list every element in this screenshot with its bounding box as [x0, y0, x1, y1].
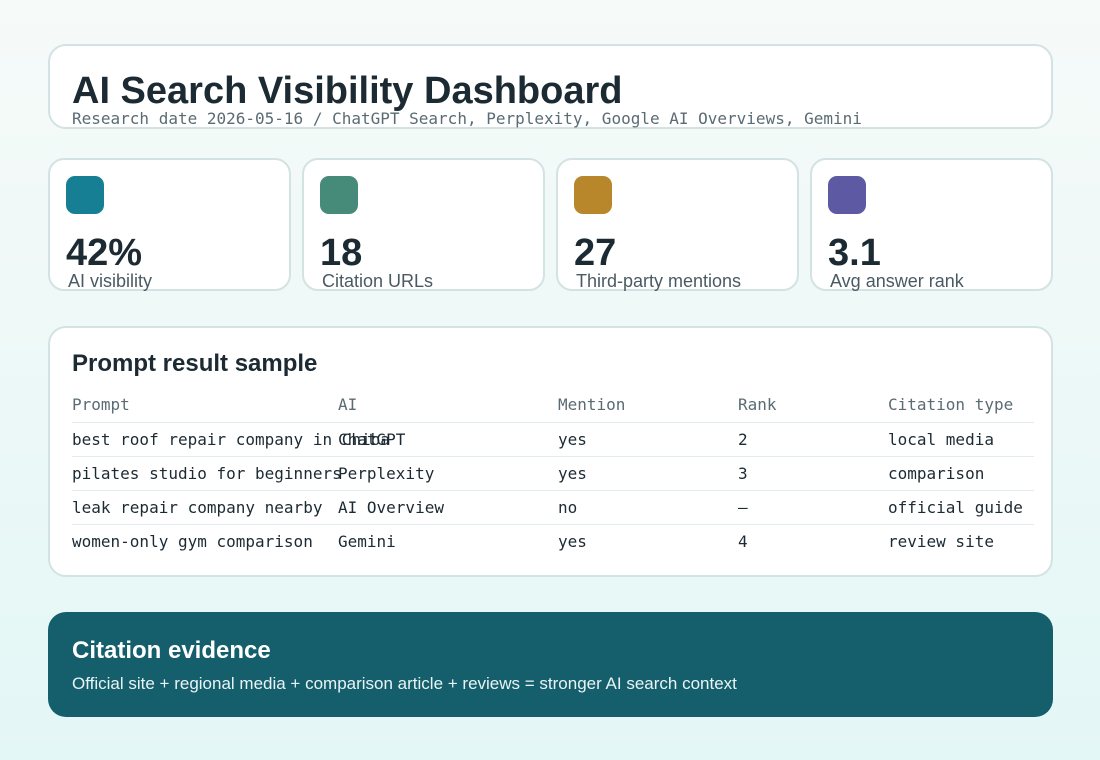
column-header-prompt: Prompt: [72, 395, 130, 414]
cell-citation-type: local media: [888, 430, 994, 449]
kpi-value: 18: [320, 232, 363, 274]
cell-rank: 4: [738, 532, 748, 551]
cell-citation-type: comparison: [888, 464, 985, 483]
table-row: best roof repair company in Chiba ChatGP…: [72, 423, 1034, 457]
cell-prompt: pilates studio for beginners: [72, 464, 342, 483]
header-card: AI Search Visibility Dashboard Research …: [48, 44, 1053, 129]
table-row: women-only gym comparison Gemini yes 4 r…: [72, 525, 1034, 559]
kpi-swatch-icon: [574, 176, 612, 214]
kpi-card-avg-answer-rank: 3.1 Avg answer rank: [810, 158, 1053, 291]
cell-rank: —: [738, 498, 748, 517]
cell-mention: yes: [558, 430, 587, 449]
kpi-label: Avg answer rank: [830, 271, 964, 291]
cell-prompt: women-only gym comparison: [72, 532, 313, 551]
cell-mention: yes: [558, 464, 587, 483]
page-subtitle: Research date 2026-05-16 / ChatGPT Searc…: [72, 109, 862, 128]
cell-citation-type: review site: [888, 532, 994, 551]
kpi-label: AI visibility: [68, 271, 153, 291]
column-header-ai: AI: [338, 395, 358, 414]
citation-evidence-card: Citation evidence Official site + region…: [48, 612, 1053, 717]
prompt-result-table: Prompt AI Mention Rank Citation type bes…: [72, 394, 1034, 559]
page-title: AI Search Visibility Dashboard: [72, 70, 623, 112]
column-header-mention: Mention: [558, 395, 626, 414]
column-header-citation-type: Citation type: [888, 395, 1014, 414]
kpi-value: 3.1: [828, 232, 881, 274]
cell-prompt: leak repair company nearby: [72, 498, 323, 517]
section-title: Prompt result sample: [72, 350, 318, 377]
cell-ai: ChatGPT: [338, 430, 406, 449]
prompt-result-card: Prompt result sample Prompt AI Mention R…: [48, 326, 1053, 577]
kpi-label: Citation URLs: [322, 271, 434, 291]
kpi-card-ai-visibility: 42% AI visibility: [48, 158, 291, 291]
cell-mention: yes: [558, 532, 587, 551]
kpi-swatch-icon: [828, 176, 866, 214]
cell-mention: no: [558, 498, 578, 517]
kpi-swatch-icon: [66, 176, 104, 214]
kpi-card-citation-urls: 18 Citation URLs: [302, 158, 545, 291]
cell-ai: AI Overview: [338, 498, 444, 517]
column-header-rank: Rank: [738, 395, 777, 414]
cell-ai: Gemini: [338, 532, 396, 551]
kpi-label: Third-party mentions: [576, 271, 742, 291]
cell-prompt: best roof repair company in Chiba: [72, 430, 390, 449]
cell-citation-type: official guide: [888, 498, 1023, 517]
table-row: pilates studio for beginners Perplexity …: [72, 457, 1034, 491]
section-title: Citation evidence: [72, 637, 271, 664]
kpi-value: 42%: [66, 232, 143, 274]
cell-ai: Perplexity: [338, 464, 435, 483]
kpi-swatch-icon: [320, 176, 358, 214]
table-header-row: Prompt AI Mention Rank Citation type: [72, 394, 1034, 423]
cell-rank: 2: [738, 430, 748, 449]
cell-rank: 3: [738, 464, 748, 483]
kpi-value: 27: [574, 232, 617, 274]
table-row: leak repair company nearby AI Overview n…: [72, 491, 1034, 525]
evidence-text: Official site + regional media + compari…: [72, 674, 737, 693]
kpi-card-third-party-mentions: 27 Third-party mentions: [556, 158, 799, 291]
